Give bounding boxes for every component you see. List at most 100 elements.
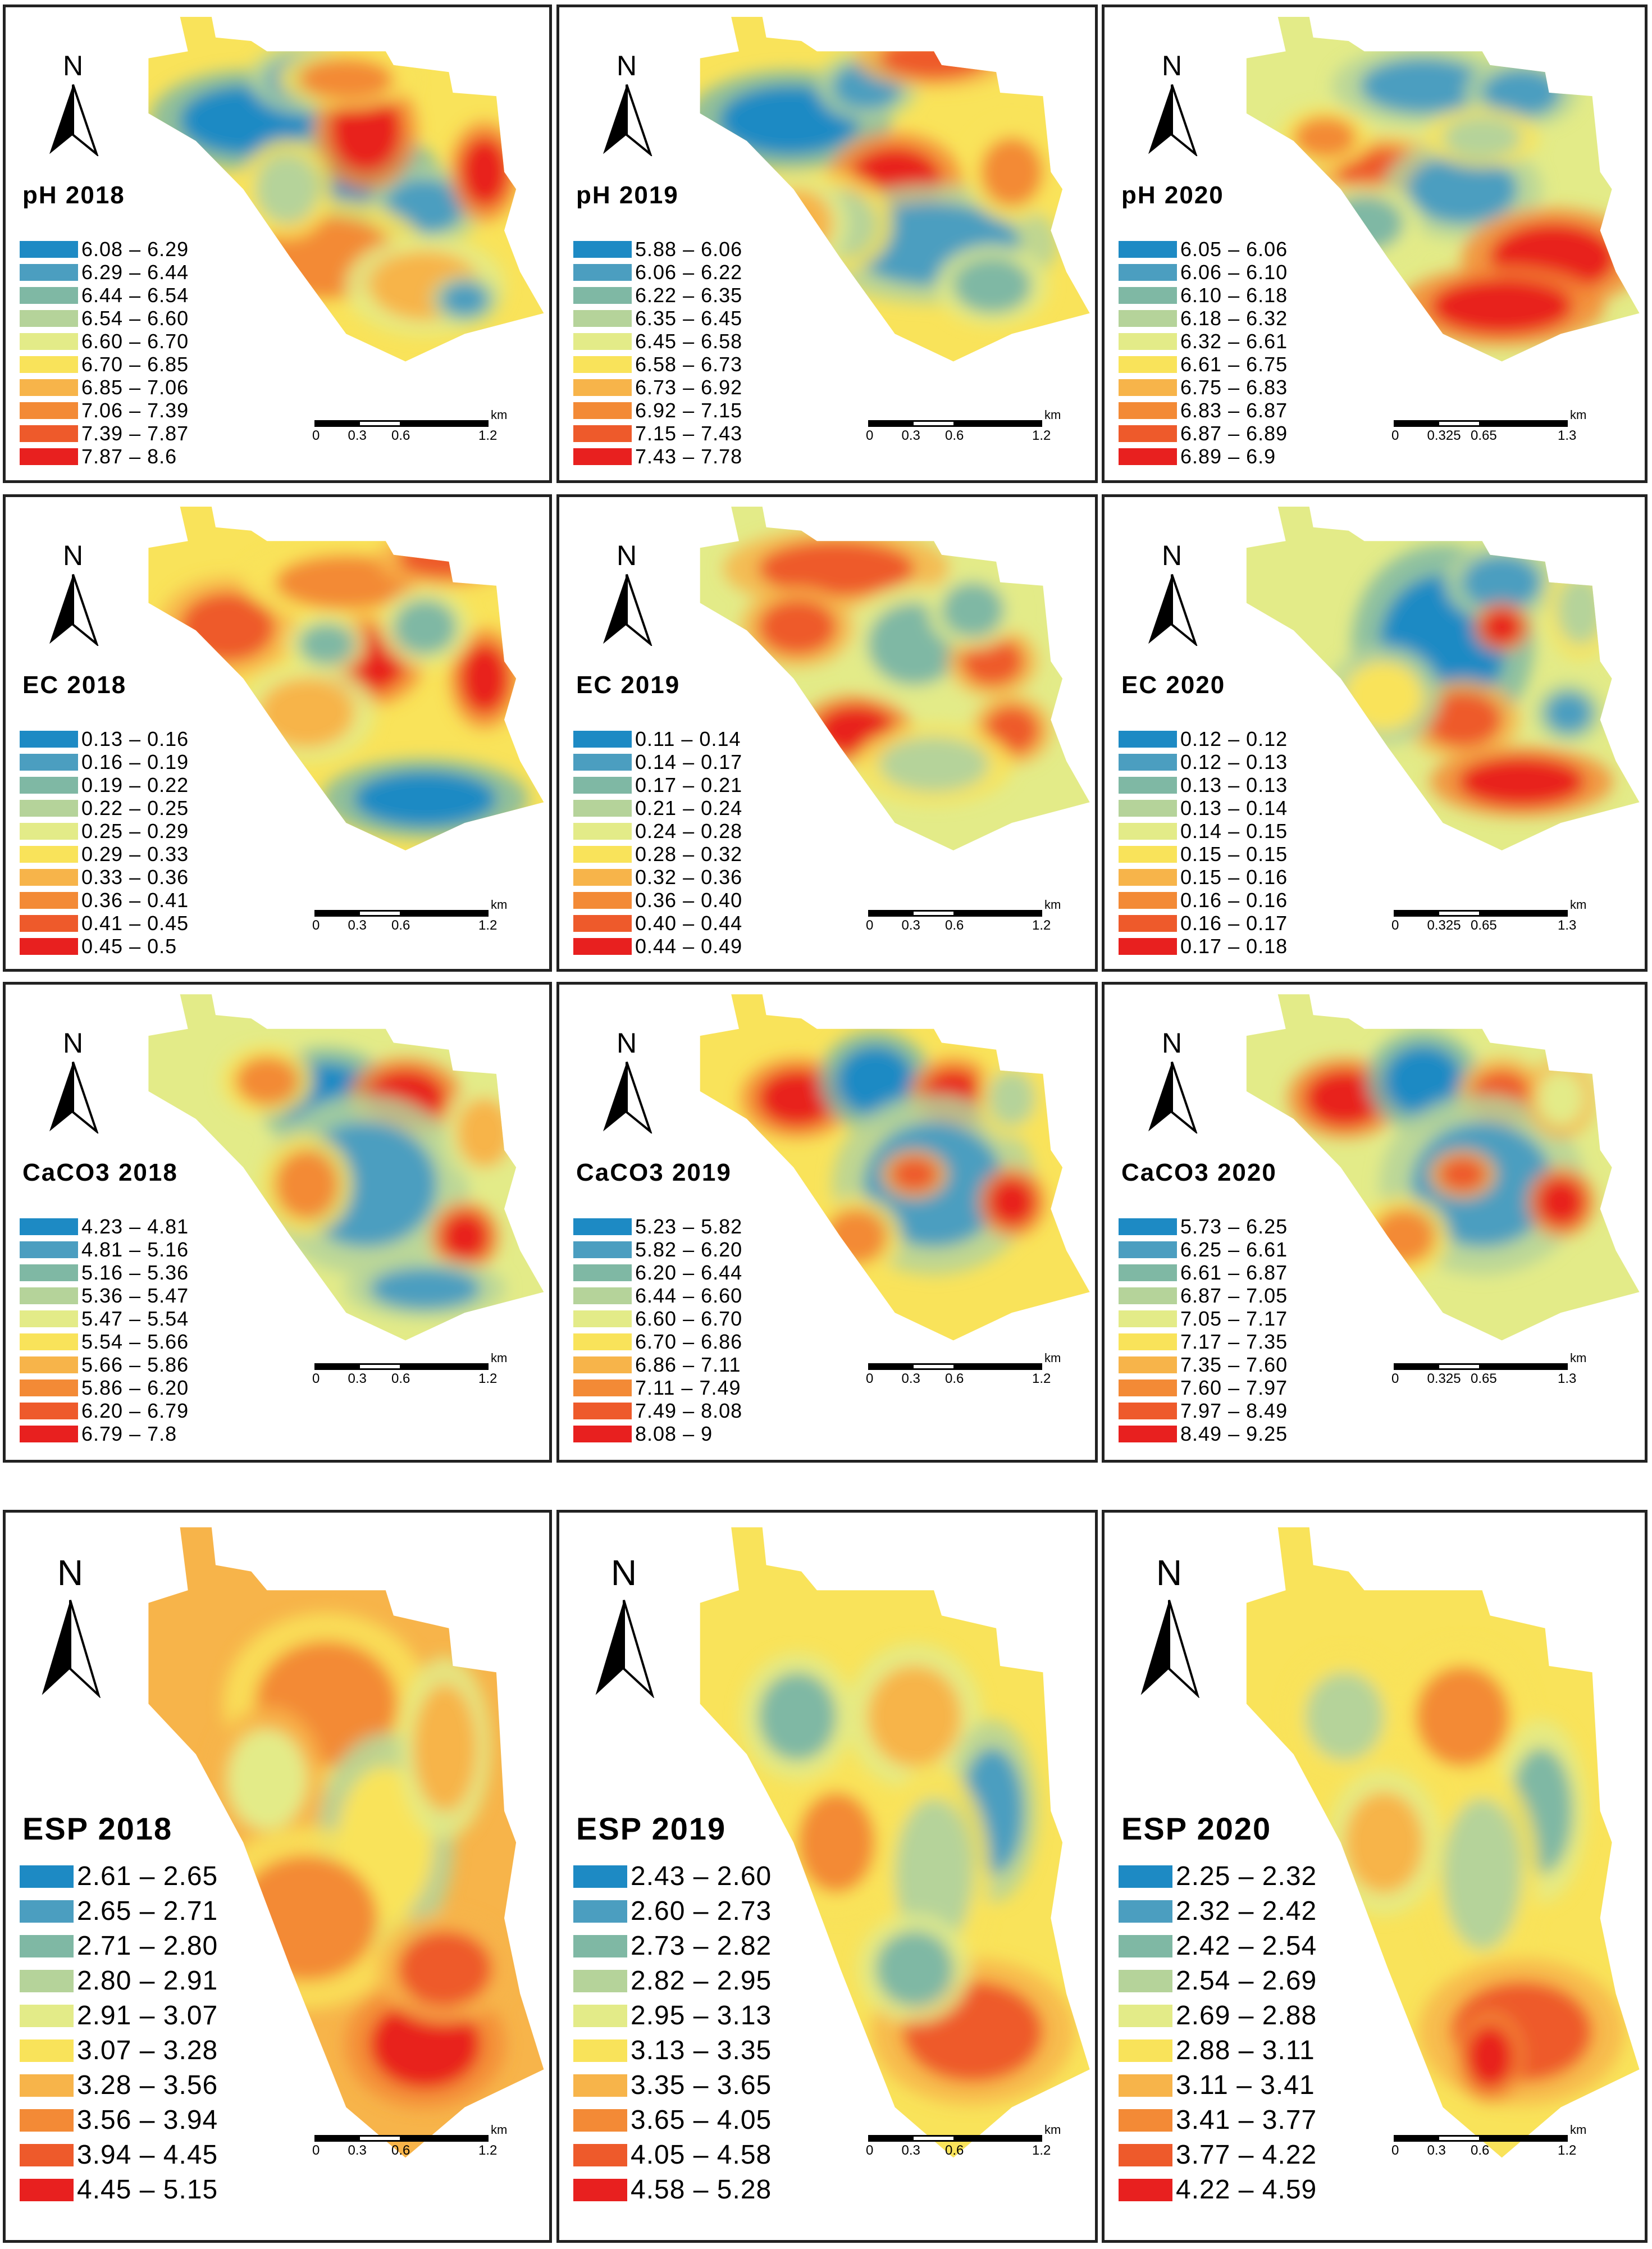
legend-item: 4.23 – 4.81 [20, 1215, 189, 1239]
legend-item: 3.13 – 3.35 [573, 2035, 772, 2066]
legend-label: 7.49 – 8.08 [635, 1399, 743, 1422]
soil-map [148, 17, 544, 362]
scale-bar: 0 0.3 0.6 1.2 km [866, 2123, 1076, 2163]
legend-swatch [20, 448, 78, 465]
legend-swatch [1119, 1333, 1177, 1350]
legend-swatch [20, 402, 78, 419]
legend-swatch [1119, 264, 1177, 281]
legend-item: 2.65 – 2.71 [20, 1896, 218, 1927]
legend-swatch [573, 2039, 627, 2062]
map-zone [460, 137, 509, 207]
legend-label: 5.86 – 6.20 [81, 1376, 189, 1399]
legend-label: 3.77 – 4.22 [1176, 2140, 1317, 2170]
scale-bar-line [1394, 910, 1568, 917]
legend-swatch [20, 1264, 78, 1281]
legend-item: 2.73 – 2.82 [573, 1931, 772, 1961]
map-zone [1423, 692, 1502, 748]
map-panel: N EC 2019 0.11 – 0.14 0.14 – 0.17 0.17 – 0.2… [556, 494, 1098, 972]
map-zone [879, 37, 989, 79]
soil-map [700, 17, 1090, 362]
map-zone [393, 599, 457, 655]
legend-label: 2.65 – 2.71 [77, 1896, 218, 1926]
legend-label: 6.10 – 6.18 [1180, 284, 1288, 307]
legend-swatch [1119, 1310, 1177, 1327]
legend-label: 0.13 – 0.14 [1180, 796, 1288, 820]
scale-tick-label: 0 [312, 428, 320, 443]
map-zone [235, 1057, 299, 1105]
scale-tick-label: 0 [1391, 428, 1399, 443]
map-zone [988, 1070, 1035, 1126]
scale-unit: km [1044, 2123, 1061, 2137]
map-zone [1443, 1798, 1522, 1950]
legend-item: 2.88 – 3.11 [1119, 2035, 1315, 2066]
scale-bar-line [314, 420, 489, 427]
legend-item: 2.95 – 3.13 [573, 2000, 772, 2031]
soil-map [148, 507, 544, 850]
legend-label: 0.16 – 0.17 [1180, 912, 1288, 935]
legend-swatch [20, 379, 78, 396]
legend-item: 6.92 – 7.15 [573, 399, 742, 422]
legend: 2.61 – 2.65 2.65 – 2.71 2.71 – 2.80 2.80 – … [20, 1861, 278, 2209]
legend-label: 6.61 – 6.75 [1180, 353, 1288, 376]
map-panel: N ESP 2020 2.25 – 2.32 2.32 – 2.42 2.42 – 2.… [1102, 1510, 1648, 2243]
legend-item: 3.07 – 3.28 [20, 2035, 218, 2066]
legend-swatch [573, 2074, 627, 2097]
scale-tick-label: 0.3 [901, 918, 920, 933]
legend-swatch [1119, 356, 1177, 373]
legend-label: 6.25 – 6.61 [1180, 1238, 1288, 1261]
legend-label: 6.32 – 6.61 [1180, 330, 1288, 353]
legend-swatch [573, 1900, 627, 1923]
north-arrow-icon: N [1135, 1552, 1203, 1698]
legend-swatch [573, 1865, 627, 1888]
legend-item: 0.14 – 0.17 [573, 750, 742, 774]
legend-swatch [20, 310, 78, 327]
legend: 2.43 – 2.60 2.60 – 2.73 2.73 – 2.82 2.82 – … [573, 1861, 832, 2209]
legend-label: 0.17 – 0.21 [635, 773, 743, 796]
legend-label: 3.13 – 3.35 [631, 2036, 772, 2065]
scale-tick-label: 0.6 [945, 1371, 964, 1386]
legend-swatch [20, 2109, 74, 2132]
legend-swatch [20, 1969, 74, 1992]
legend-label: 0.36 – 0.41 [81, 889, 189, 912]
legend-item: 7.35 – 7.60 [1119, 1353, 1288, 1377]
legend-item: 0.17 – 0.21 [573, 773, 742, 797]
scale-tick-label: 0.3 [348, 428, 367, 443]
map-zone [413, 1685, 477, 1811]
legend-item: 0.19 – 0.22 [20, 773, 189, 797]
north-letter: N [616, 540, 637, 571]
legend-swatch [573, 448, 632, 465]
map-panel: N CaCO3 2018 4.23 – 4.81 4.81 – 5.16 5.16 – … [3, 982, 552, 1463]
legend-item: 6.44 – 6.54 [20, 284, 189, 307]
legend-item: 0.21 – 0.24 [573, 796, 742, 820]
map-zone [227, 1729, 307, 1830]
legend-label: 5.66 – 5.86 [81, 1353, 189, 1376]
legend-item: 7.39 – 7.87 [20, 422, 189, 445]
legend-item: 2.54 – 2.69 [1119, 1965, 1317, 1996]
legend-label: 6.83 – 6.87 [1180, 399, 1288, 422]
north-arrow-icon: N [1144, 539, 1200, 646]
legend-label: 4.05 – 4.58 [631, 2140, 772, 2170]
legend-item: 3.35 – 3.65 [573, 2070, 772, 2101]
scale-tick-label: 0.6 [1471, 2143, 1490, 2158]
map-zone [397, 538, 492, 579]
legend-swatch [20, 915, 78, 932]
legend-label: 0.41 – 0.45 [81, 912, 189, 935]
legend-label: 6.86 – 7.11 [635, 1353, 741, 1376]
scale-bar-segment [913, 1365, 953, 1368]
legend-swatch [20, 1403, 78, 1419]
legend-label: 0.13 – 0.13 [1180, 773, 1288, 796]
scale-tick-label: 1.3 [1558, 1371, 1577, 1386]
legend-swatch [573, 915, 632, 932]
map-zone [1344, 661, 1423, 730]
legend-swatch [573, 1287, 632, 1304]
legend-swatch [573, 1218, 632, 1235]
scale-tick-label: 1.2 [1558, 2143, 1577, 2158]
legend-swatch [20, 287, 78, 304]
legend: 0.12 – 0.12 0.12 – 0.13 0.13 – 0.13 0.13 – … [1119, 727, 1377, 958]
map-zone [836, 1046, 915, 1116]
legend-item: 0.41 – 0.45 [20, 912, 189, 935]
scale-bar-segment [913, 2137, 953, 2140]
north-arrow-icon: N [599, 1027, 655, 1133]
legend-swatch [573, 1934, 627, 1957]
